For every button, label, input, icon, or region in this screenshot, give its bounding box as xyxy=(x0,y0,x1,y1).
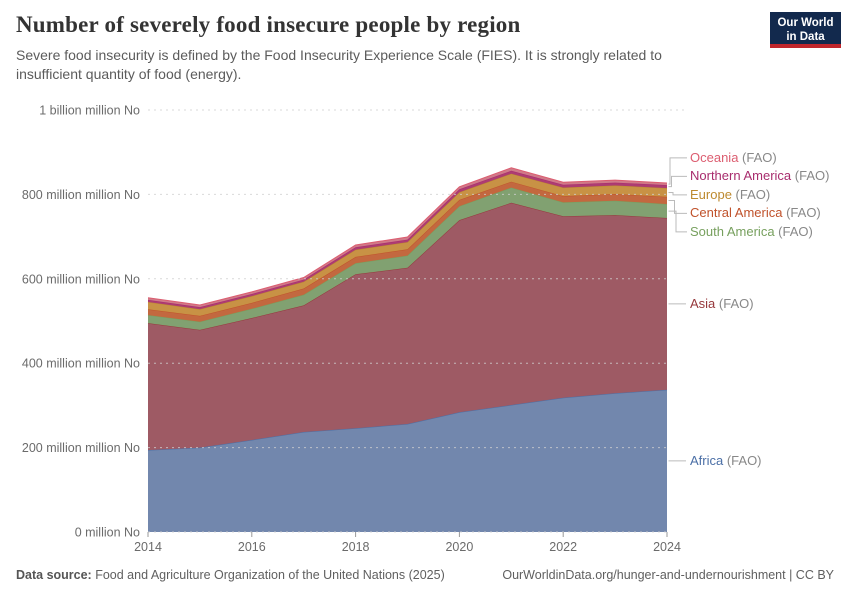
legend-series-suffix: (FAO) xyxy=(791,168,830,184)
owid-logo-line1: Our World xyxy=(777,17,834,29)
area-south-america[interactable] xyxy=(148,187,667,330)
x-tick-label: 2022 xyxy=(549,540,577,554)
legend-series-suffix: (FAO) xyxy=(731,186,771,202)
legend-item-europe[interactable]: Europe (FAO) xyxy=(690,187,770,202)
legend-series-name: Northern America xyxy=(690,168,792,184)
x-tick-label: 2018 xyxy=(342,540,370,554)
legend-series-suffix: (FAO) xyxy=(782,205,821,221)
legend-item-africa[interactable]: Africa (FAO) xyxy=(690,453,762,468)
x-tick-label: 2014 xyxy=(134,540,162,554)
leader-line-south-america xyxy=(668,210,687,233)
legend-item-central-america[interactable]: Central America (FAO) xyxy=(690,205,821,220)
y-tick-label: 400 million million No xyxy=(22,357,140,371)
data-source-label: Data source: xyxy=(16,568,92,582)
owid-link[interactable]: OurWorldinData.org/hunger-and-undernouri… xyxy=(502,568,834,582)
area-top-line-oceania xyxy=(147,167,668,306)
axes: 0 million No 200 million million No 400 mi… xyxy=(22,104,681,555)
y-tick-label: 0 million No xyxy=(75,526,140,540)
y-tick-label: 800 million million No xyxy=(22,188,140,202)
area-central-america[interactable] xyxy=(148,181,667,322)
leader-line-oceania xyxy=(668,157,687,185)
x-tick-label: 2024 xyxy=(653,540,681,554)
legend-item-oceania[interactable]: Oceania (FAO) xyxy=(690,150,777,165)
leader-line-northern-america xyxy=(668,175,687,188)
legend-series-name: Central America xyxy=(690,205,783,221)
legend-series-name: Asia xyxy=(690,295,716,311)
legend-series-name: South America xyxy=(690,223,775,239)
legend-item-northern-america[interactable]: Northern America (FAO) xyxy=(690,168,829,183)
stacked-areas xyxy=(147,167,668,532)
x-tick-label: 2016 xyxy=(238,540,266,554)
legend-series-name: Europe xyxy=(690,186,732,202)
leader-line-central-america xyxy=(668,200,687,214)
area-asia[interactable] xyxy=(148,202,667,451)
y-tick-label: 200 million million No xyxy=(22,441,140,455)
legend-item-asia[interactable]: Asia (FAO) xyxy=(690,296,754,311)
legend-series-suffix: (FAO) xyxy=(715,295,754,311)
data-source: Data source: Food and Agriculture Organi… xyxy=(16,568,445,582)
y-gridlines xyxy=(148,109,686,533)
area-europe[interactable] xyxy=(148,173,667,316)
y-tick-label: 600 million million No xyxy=(22,272,140,286)
legend-series-suffix: (FAO) xyxy=(723,452,762,468)
chart-subtitle: Severe food insecurity is defined by the… xyxy=(16,47,662,82)
legend-series-suffix: (FAO) xyxy=(738,149,777,165)
legend-series-name: Oceania xyxy=(690,149,739,165)
data-source-text: Food and Agriculture Organization of the… xyxy=(95,568,445,582)
y-tick-label: 1 billion million No xyxy=(39,104,140,118)
legend-series-suffix: (FAO) xyxy=(774,223,813,239)
area-africa[interactable] xyxy=(148,389,667,532)
legend-leader-lines xyxy=(668,157,687,462)
page-title: Number of severely food insecure people … xyxy=(16,12,521,37)
x-tick-label: 2020 xyxy=(445,540,473,554)
legend-series-name: Africa xyxy=(690,452,724,468)
owid-logo-line2: in Data xyxy=(786,31,825,44)
legend-item-south-america[interactable]: South America (FAO) xyxy=(690,224,813,239)
owid-logo[interactable]: Our World in Data xyxy=(770,12,841,48)
leader-line-europe xyxy=(668,192,687,196)
footer: Data source: Food and Agriculture Organi… xyxy=(16,568,834,582)
